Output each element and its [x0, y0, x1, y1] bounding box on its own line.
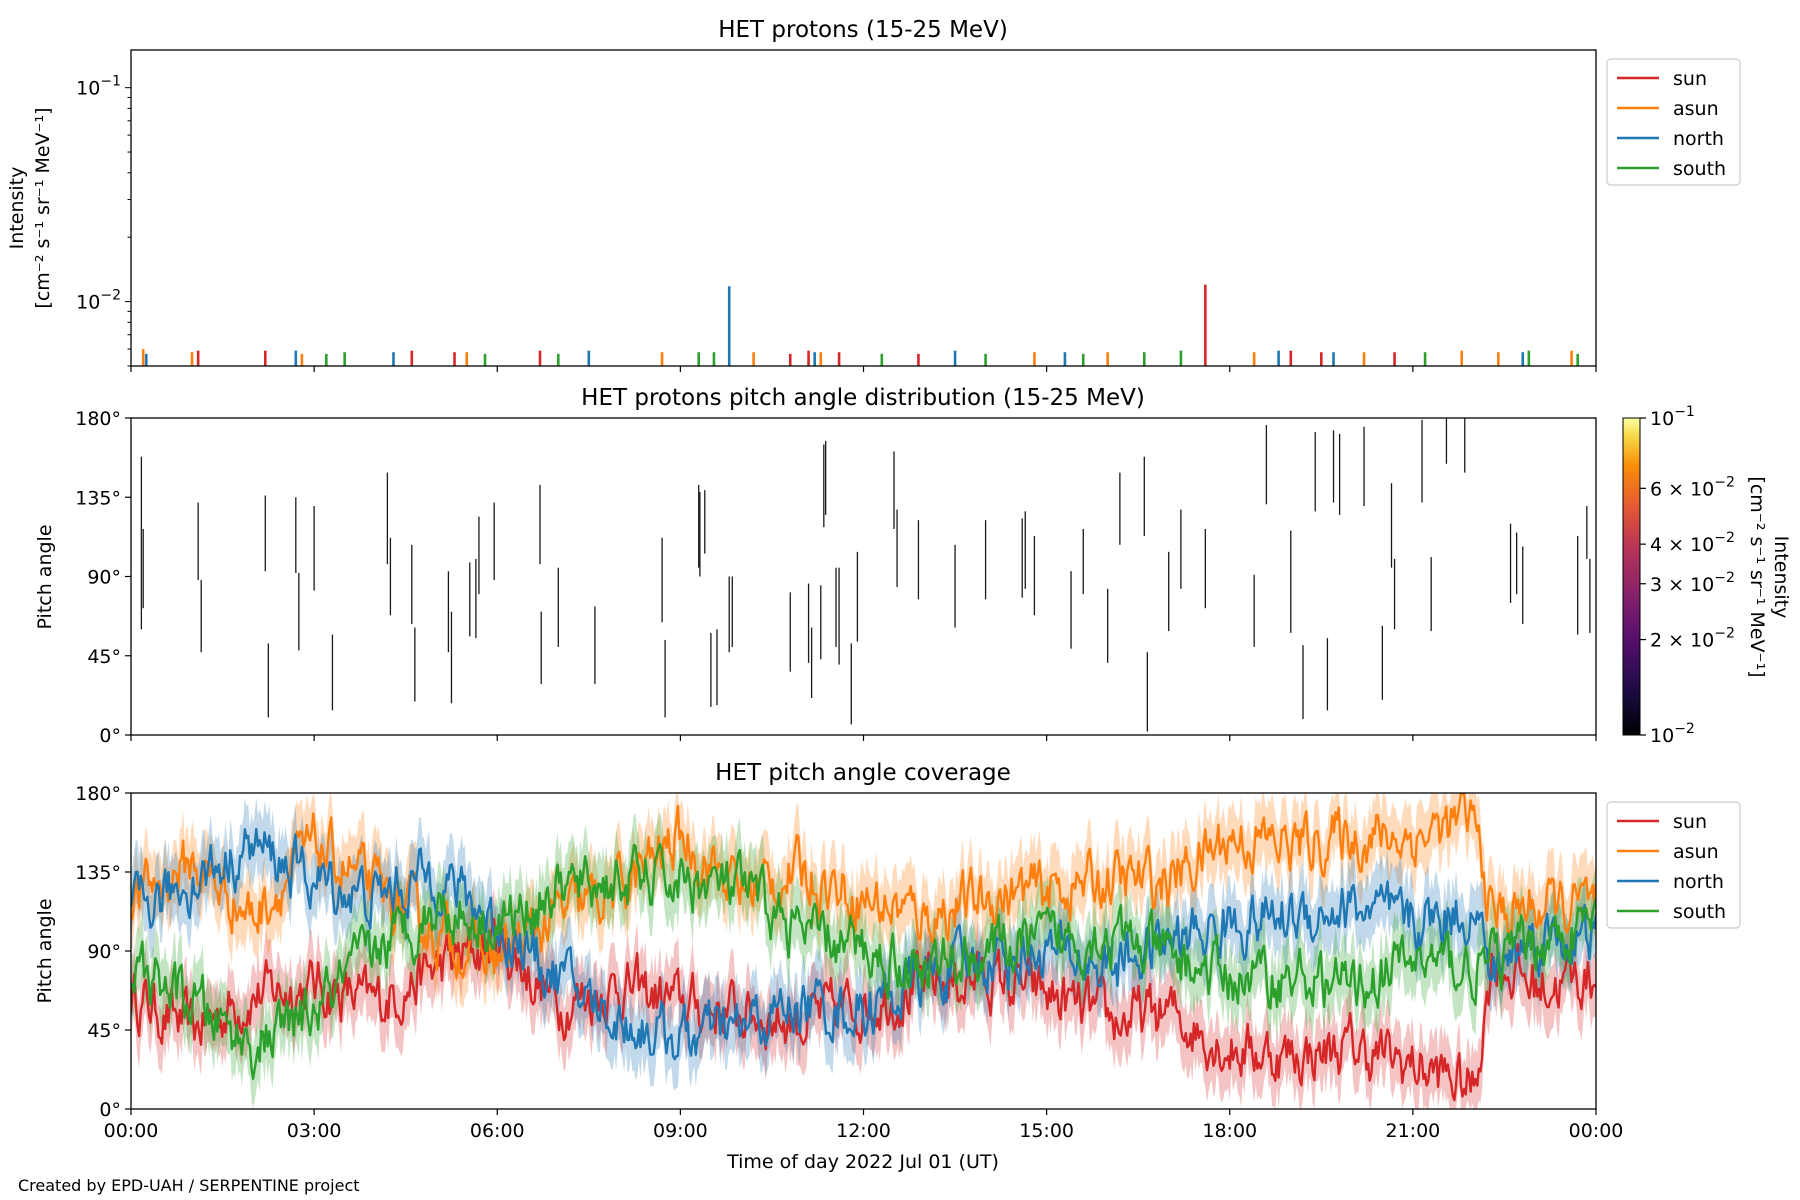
coverage-ylabel: Pitch angle — [34, 898, 56, 1003]
y-tick-label: 180° — [75, 783, 121, 805]
coverage-line-asun — [131, 793, 1596, 980]
y-tick-label: 10−1 — [76, 74, 121, 100]
legend-label-south: south — [1673, 158, 1726, 180]
legend-box — [1606, 801, 1741, 929]
colorbar-tick-label: 4 × 10−2 — [1650, 530, 1735, 556]
colorbar-tick-label: 10−1 — [1650, 404, 1695, 430]
y-tick-label: 0° — [99, 725, 121, 747]
coverage-line-sun — [131, 917, 1596, 1102]
colorbar-tick-label: 2 × 10−2 — [1650, 626, 1735, 652]
intensity-panel-title: HET protons (15-25 MeV) — [718, 17, 1008, 43]
y-tick-label: 90° — [87, 567, 121, 589]
x-tick-label: 21:00 — [1385, 1120, 1440, 1142]
legend-box — [1606, 58, 1741, 186]
coverage-line-south — [131, 842, 1596, 1080]
x-tick-label: 15:00 — [1019, 1120, 1074, 1142]
pad-y-ticks: 0° 45° 90° 135° 180° — [75, 408, 131, 747]
intensity-bars — [141, 284, 1579, 366]
legend-label-south: south — [1673, 901, 1726, 923]
pad-panel-title: HET protons pitch angle distribution (15… — [581, 385, 1145, 411]
x-tick-label: 00:00 — [104, 1120, 159, 1142]
colorbar-tick-label: 6 × 10−2 — [1650, 474, 1735, 500]
pitch-angle-coverage-panel: HET pitch angle coverage 0° 45° 90° 135° 180… — [34, 760, 1741, 1142]
intensity-panel: HET protons (15-25 MeV) 10−1 10−2 Intensi… — [6, 17, 1741, 372]
pad-x-ticks — [130, 735, 1597, 741]
x-tick-label: 18:00 — [1202, 1120, 1257, 1142]
colorbar: 10−1 6 × 10−2 4 × 10−2 3 × 10−2 2 × 10−2 10−2… — [1622, 404, 1792, 747]
colorbar-tick-label: 3 × 10−2 — [1650, 570, 1735, 596]
intensity-y-ticks: 10−1 10−2 — [76, 74, 131, 367]
coverage-legend: sun asun north south — [1606, 801, 1741, 929]
y-tick-label: 180° — [75, 408, 121, 430]
intensity-frame — [130, 49, 1597, 367]
x-axis-label: Time of day 2022 Jul 01 (UT) — [726, 1151, 999, 1173]
y-tick-label: 135° — [75, 862, 121, 884]
legend-label-asun: asun — [1673, 841, 1719, 863]
y-tick-label: 0° — [99, 1099, 121, 1121]
intensity-x-ticks — [130, 366, 1597, 372]
colorbar-tick-label: 10−2 — [1650, 721, 1695, 747]
pad-frame — [130, 417, 1597, 736]
pad-segments — [140, 418, 1591, 732]
coverage-band-south — [131, 812, 1596, 1109]
coverage-panel-title: HET pitch angle coverage — [715, 760, 1011, 786]
pitch-angle-distribution-panel: HET protons pitch angle distribution (15… — [34, 385, 1792, 747]
y-tick-label: 90° — [87, 941, 121, 963]
coverage-x-ticks: 00:00 03:00 06:00 09:00 12:00 15:00 18:00 21:00… — [104, 1109, 1624, 1142]
y-tick-label: 135° — [75, 487, 121, 509]
intensity-legend: sun asun north south — [1606, 58, 1741, 186]
y-tick-label: 45° — [87, 1020, 121, 1042]
pad-ylabel: Pitch angle — [34, 524, 56, 629]
colorbar-gradient — [1622, 417, 1641, 736]
coverage-line-north — [131, 827, 1596, 1061]
credit-text: Created by EPD-UAH / SERPENTINE project — [18, 1176, 360, 1195]
legend-label-asun: asun — [1673, 98, 1719, 120]
coverage-lines — [131, 793, 1596, 1109]
x-tick-label: 06:00 — [470, 1120, 525, 1142]
legend-label-sun: sun — [1673, 68, 1707, 90]
colorbar-ticks: 10−1 6 × 10−2 4 × 10−2 3 × 10−2 2 × 10−2 10−2 — [1640, 404, 1735, 747]
legend-label-north: north — [1673, 128, 1724, 150]
colorbar-label-2: [cm⁻² s⁻¹ sr⁻¹ MeV⁻¹] — [1746, 476, 1768, 677]
colorbar-label-1: Intensity — [1770, 536, 1792, 619]
x-tick-label: 00:00 — [1569, 1120, 1624, 1142]
x-tick-label: 09:00 — [653, 1120, 708, 1142]
legend-label-north: north — [1673, 871, 1724, 893]
y-tick-label: 45° — [87, 646, 121, 668]
x-tick-label: 12:00 — [836, 1120, 891, 1142]
coverage-frame — [130, 792, 1597, 1110]
x-tick-label: 03:00 — [287, 1120, 342, 1142]
intensity-ylabel-1: Intensity — [6, 167, 28, 250]
y-tick-label: 10−2 — [76, 288, 121, 314]
intensity-ylabel-2: [cm⁻² s⁻¹ sr⁻¹ MeV⁻¹] — [32, 107, 54, 308]
legend-label-sun: sun — [1673, 811, 1707, 833]
coverage-y-ticks: 0° 45° 90° 135° 180° — [75, 783, 131, 1121]
